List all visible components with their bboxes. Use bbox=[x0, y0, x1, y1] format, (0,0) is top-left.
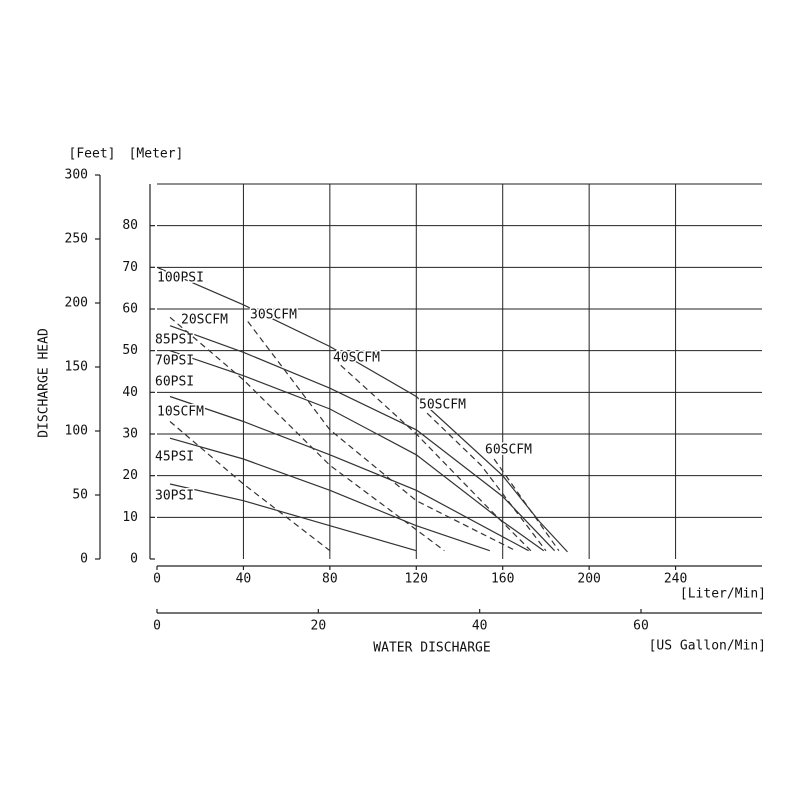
x-tick-label: 160 bbox=[491, 572, 514, 587]
curve bbox=[426, 412, 547, 552]
y-tick-label: 70 bbox=[122, 260, 138, 275]
y-tick-label: 50 bbox=[122, 343, 138, 358]
x-tick-label: 80 bbox=[322, 572, 338, 587]
x-tick-label: 240 bbox=[664, 572, 687, 587]
curve bbox=[340, 364, 532, 552]
x2-tick-label: 40 bbox=[472, 619, 488, 634]
y-label: DISCHARGE HEAD bbox=[37, 328, 52, 438]
y-tick-label: 20 bbox=[122, 468, 138, 483]
y-tick-label: 80 bbox=[122, 218, 138, 233]
curve-label: 85PSI bbox=[155, 333, 194, 348]
curve-label: 60PSI bbox=[155, 375, 194, 390]
curve bbox=[156, 266, 568, 553]
y2-tick-label: 100 bbox=[65, 424, 88, 439]
x-tick-label: 120 bbox=[405, 572, 428, 587]
y2-tick-label: 300 bbox=[65, 168, 88, 183]
curve-label: 10SCFM bbox=[157, 405, 204, 420]
y-tick-label: 10 bbox=[122, 510, 138, 525]
x2-unit: [US Gallon/Min] bbox=[649, 639, 766, 654]
curve-label: 70PSI bbox=[155, 354, 194, 369]
curve bbox=[169, 437, 490, 552]
curve-label: 30SCFM bbox=[250, 308, 297, 323]
curve-label: 50SCFM bbox=[419, 398, 466, 413]
curve-label: 40SCFM bbox=[333, 351, 380, 366]
x2-tick-label: 60 bbox=[633, 619, 649, 634]
y2-tick-label: 0 bbox=[80, 552, 88, 567]
curve bbox=[169, 483, 417, 552]
curve-label: 45PSI bbox=[155, 450, 194, 465]
y-tick-label: 0 bbox=[130, 552, 138, 567]
curve bbox=[169, 395, 529, 552]
x-label: WATER DISCHARGE bbox=[373, 641, 490, 656]
curve bbox=[247, 321, 516, 552]
curve-label: 30PSI bbox=[155, 489, 194, 504]
x-unit: [Liter/Min] bbox=[680, 587, 766, 602]
x2-tick-label: 0 bbox=[153, 619, 161, 634]
x-tick-label: 0 bbox=[153, 572, 161, 587]
x-tick-label: 40 bbox=[236, 572, 252, 587]
x2-tick-label: 20 bbox=[311, 619, 327, 634]
curve-label: 20SCFM bbox=[181, 313, 228, 328]
y2-unit: [Feet] bbox=[69, 147, 116, 162]
curve-label: 100PSI bbox=[157, 271, 204, 286]
curve bbox=[169, 421, 331, 552]
y-tick-label: 40 bbox=[122, 385, 138, 400]
curve bbox=[493, 458, 560, 552]
curve-label: 60SCFM bbox=[485, 443, 532, 458]
y2-tick-label: 250 bbox=[65, 232, 88, 247]
y-tick-label: 30 bbox=[122, 427, 138, 442]
y-unit: [Meter] bbox=[129, 147, 184, 162]
y2-tick-label: 50 bbox=[72, 488, 88, 503]
x-tick-label: 200 bbox=[577, 572, 600, 587]
y2-tick-label: 150 bbox=[65, 360, 88, 375]
y-tick-label: 60 bbox=[122, 302, 138, 317]
curve bbox=[169, 350, 545, 552]
y2-tick-label: 200 bbox=[65, 296, 88, 311]
